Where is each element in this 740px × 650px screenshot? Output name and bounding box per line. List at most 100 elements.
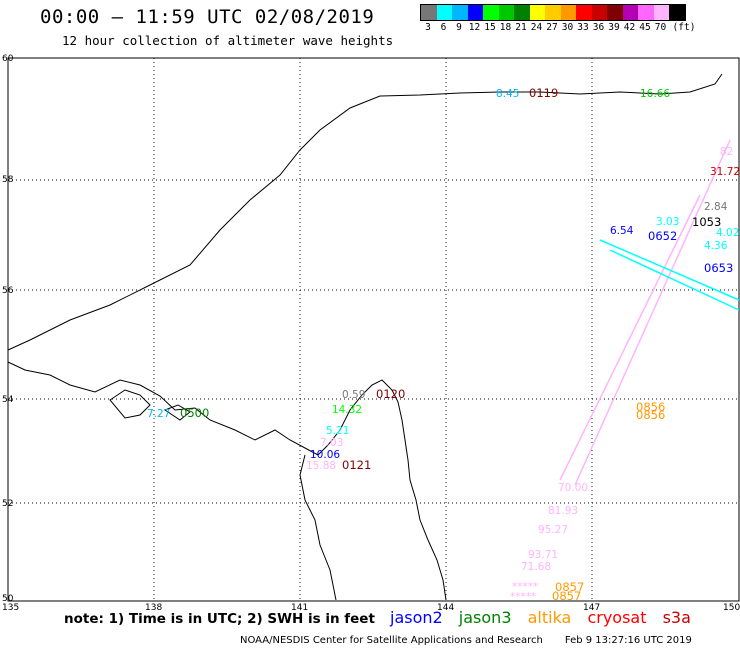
wave-value: 31.72 bbox=[710, 166, 740, 178]
coastline bbox=[7, 73, 723, 601]
satellite-name: jason2 bbox=[390, 608, 443, 627]
satellite-name: s3a bbox=[662, 608, 691, 627]
lon-label: 147 bbox=[583, 603, 600, 613]
legend-label: 24 bbox=[530, 22, 543, 33]
legend-label: 39 bbox=[608, 22, 620, 33]
legend-color-bar bbox=[420, 4, 686, 21]
legend-swatch bbox=[653, 5, 669, 20]
lon-label: 144 bbox=[437, 603, 454, 613]
legend-swatch bbox=[452, 5, 468, 20]
legend-swatch bbox=[560, 5, 576, 20]
legend-swatch bbox=[421, 5, 437, 20]
color-legend: 3 6 9 12 15 18 21 24 27 30 33 36 39 42 45 70 (ft) bbox=[420, 4, 695, 33]
lat-label: 58 bbox=[2, 175, 14, 185]
satellite-name: cryosat bbox=[587, 608, 647, 627]
lon-label: 138 bbox=[145, 603, 162, 613]
time-label: 0857 bbox=[552, 589, 581, 603]
time-label: 0856 bbox=[636, 400, 665, 414]
wave-value: 3.03 bbox=[656, 216, 679, 228]
map-gridlines bbox=[8, 58, 739, 601]
time-label: 1053 bbox=[692, 215, 721, 229]
legend-label: 70 bbox=[654, 22, 667, 33]
legend-label: 33 bbox=[577, 22, 589, 33]
wave-height-annotations: 8.45 16.66 7.27 0.59 14.32 5.21 7.03 10.… bbox=[147, 88, 740, 603]
legend-label: 6 bbox=[440, 22, 447, 33]
wave-value: 8.45 bbox=[496, 88, 519, 100]
legend-label: 30 bbox=[561, 22, 574, 33]
wave-value: 5.21 bbox=[326, 425, 349, 437]
time-annotations: 0119 0500 0120 0121 0856 0856 0857 0857 … bbox=[180, 86, 733, 603]
time-label: 0653 bbox=[704, 261, 733, 275]
credit-line: NOAA/NESDIS Center for Satellite Applica… bbox=[240, 635, 692, 646]
satellite-legend: jason2 jason3 altika cryosat s3a bbox=[390, 608, 702, 627]
units-note: note: 1) Time is in UTC; 2) SWH is in fe… bbox=[64, 611, 375, 627]
legend-swatch bbox=[545, 5, 561, 20]
legend-label: 15 bbox=[484, 22, 496, 33]
wave-value: 14.32 bbox=[332, 404, 362, 416]
legend-swatch bbox=[436, 5, 452, 20]
wave-value: 15.88 bbox=[306, 460, 336, 472]
credit-text: NOAA/NESDIS Center for Satellite Applica… bbox=[240, 635, 543, 646]
wave-value: 70.00 bbox=[558, 482, 588, 494]
wave-value: 4.36 bbox=[704, 240, 728, 252]
wave-value: 6.54 bbox=[610, 225, 634, 237]
wave-value: 16.66 bbox=[640, 88, 670, 100]
satellite-name: jason3 bbox=[458, 608, 512, 627]
lat-label: 54 bbox=[2, 395, 14, 405]
lat-label: 50 bbox=[2, 594, 14, 604]
longitude-labels: 135 138 141 144 147 150 bbox=[2, 603, 740, 613]
wave-value: 93.71 bbox=[528, 549, 558, 561]
generated-timestamp: Feb 9 13:27:16 UTC 2019 bbox=[564, 635, 692, 646]
legend-swatch bbox=[467, 5, 483, 20]
lon-label: 141 bbox=[291, 603, 308, 613]
wave-value: 2.84 bbox=[704, 201, 728, 213]
wave-value: ***** bbox=[510, 591, 536, 603]
lon-label: 135 bbox=[2, 603, 19, 613]
time-label: 0652 bbox=[648, 229, 677, 243]
legend-label: 9 bbox=[456, 22, 462, 33]
wave-value: ***** bbox=[512, 581, 538, 593]
wave-value: 71.68 bbox=[521, 561, 551, 573]
lat-label: 60 bbox=[2, 54, 14, 64]
legend-labels: 3 6 9 12 15 18 21 24 27 30 33 36 39 42 45 70 (ft) bbox=[420, 22, 740, 34]
legend-swatch bbox=[591, 5, 607, 20]
wave-value: 10.06 bbox=[310, 449, 340, 461]
wave-value: 81.93 bbox=[548, 505, 578, 517]
satellite-name: altika bbox=[527, 608, 572, 627]
legend-swatch bbox=[669, 5, 685, 20]
wave-value: 7.27 bbox=[147, 408, 170, 420]
lat-label: 52 bbox=[2, 499, 13, 509]
time-label: 0500 bbox=[180, 406, 209, 420]
satellite-swaths bbox=[559, 139, 740, 486]
legend-swatch bbox=[638, 5, 654, 20]
map-subtitle: 12 hour collection of altimeter wave hei… bbox=[62, 33, 394, 48]
time-label: 0121 bbox=[342, 458, 371, 472]
legend-swatch bbox=[483, 5, 499, 20]
time-label: 0119 bbox=[529, 86, 558, 100]
legend-swatch bbox=[576, 5, 592, 20]
time-label: 0857 bbox=[555, 580, 584, 594]
legend-label: 36 bbox=[592, 22, 605, 33]
legend-label: 45 bbox=[639, 22, 651, 33]
lat-label: 56 bbox=[2, 286, 14, 296]
wave-value: 82 bbox=[720, 146, 733, 158]
wave-value: 95.27 bbox=[538, 524, 568, 536]
wave-value: 4.02 bbox=[716, 227, 739, 239]
map-frame bbox=[7, 57, 740, 602]
legend-label: 18 bbox=[499, 22, 512, 33]
legend-label: (ft) bbox=[672, 22, 696, 33]
time-label: 0856 bbox=[636, 408, 665, 422]
legend-label: 42 bbox=[623, 22, 636, 33]
legend-swatch bbox=[622, 5, 638, 20]
latitude-labels: 60 58 56 54 52 50 bbox=[2, 54, 14, 604]
legend-swatch bbox=[607, 5, 623, 20]
legend-label: 3 bbox=[425, 22, 431, 33]
time-label: 0120 bbox=[376, 387, 405, 401]
legend-label: 27 bbox=[546, 22, 558, 33]
legend-swatch bbox=[498, 5, 514, 20]
wave-value: 0.59 bbox=[342, 389, 365, 401]
legend-label: 21 bbox=[515, 22, 527, 33]
map-title: 00:00 – 11:59 UTC 02/08/2019 bbox=[40, 6, 375, 28]
legend-swatch bbox=[529, 5, 545, 20]
